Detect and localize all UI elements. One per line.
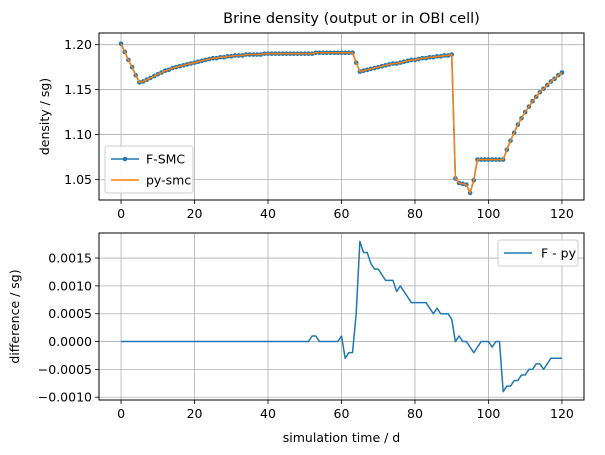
density-panel: Brine density (output or in OBI cell) 0 2… [37, 11, 585, 221]
difference-panel: 0 20 40 60 80 100 120 −0.0010 −0.0005 0.0000 0.00… [7, 232, 585, 445]
legend-marker-f-smc [122, 156, 128, 162]
difference-x-ticks: 0 20 40 60 80 100 120 [117, 400, 574, 421]
x-tick-label: 100 [477, 406, 501, 421]
y-tick-label: 1.05 [64, 172, 92, 187]
x-tick-label: 60 [334, 406, 350, 421]
difference-y-axis-label: difference / sg) [7, 269, 22, 363]
x-tick-label: 80 [407, 206, 423, 221]
chart-title: Brine density (output or in OBI cell) [223, 11, 480, 27]
density-axes-frame [98, 32, 585, 201]
difference-grid [99, 233, 584, 400]
difference-x-axis-label: simulation time / d [283, 430, 400, 445]
x-tick-label: 80 [407, 406, 423, 421]
y-tick-label: 1.10 [64, 127, 92, 142]
y-tick-label: −0.0010 [38, 390, 92, 405]
difference-y-ticks: −0.0010 −0.0005 0.0000 0.0005 0.0010 0.0015 [38, 251, 99, 405]
difference-legend: F - py [497, 239, 579, 267]
y-tick-label: 0.0005 [48, 306, 92, 321]
density-series [118, 41, 565, 196]
legend-box [104, 145, 194, 194]
density-y-axis-label: density / sg) [37, 78, 52, 155]
y-tick-label: −0.0005 [38, 362, 92, 377]
x-tick-label: 40 [260, 406, 276, 421]
legend-label-py-smc: py-smc [146, 173, 191, 188]
density-y-ticks: 1.05 1.10 1.15 1.20 [64, 37, 99, 187]
y-tick-label: 0.0015 [48, 251, 92, 266]
density-x-ticks: 0 20 40 60 80 100 120 [117, 200, 574, 221]
series-line-f-py [121, 240, 562, 393]
legend-box [497, 239, 579, 267]
y-tick-label: 0.0000 [48, 334, 92, 349]
x-tick-label: 0 [117, 206, 125, 221]
y-tick-label: 1.20 [64, 37, 92, 52]
x-tick-label: 120 [550, 406, 574, 421]
difference-axes-frame [98, 232, 585, 401]
y-tick-label: 1.15 [64, 82, 92, 97]
x-tick-label: 20 [187, 406, 203, 421]
y-tick-label: 0.0010 [48, 278, 92, 293]
x-tick-label: 0 [117, 406, 125, 421]
legend-label-f-py: F - py [541, 246, 577, 261]
legend-label-f-smc: F-SMC [146, 152, 185, 167]
x-tick-label: 100 [477, 206, 501, 221]
series-line-py-smc [120, 43, 563, 194]
density-legend: F-SMC py-smc [104, 145, 194, 194]
x-tick-label: 40 [260, 206, 276, 221]
x-tick-label: 120 [550, 206, 574, 221]
x-tick-label: 20 [187, 206, 203, 221]
x-tick-label: 60 [334, 206, 350, 221]
difference-series [121, 240, 562, 393]
